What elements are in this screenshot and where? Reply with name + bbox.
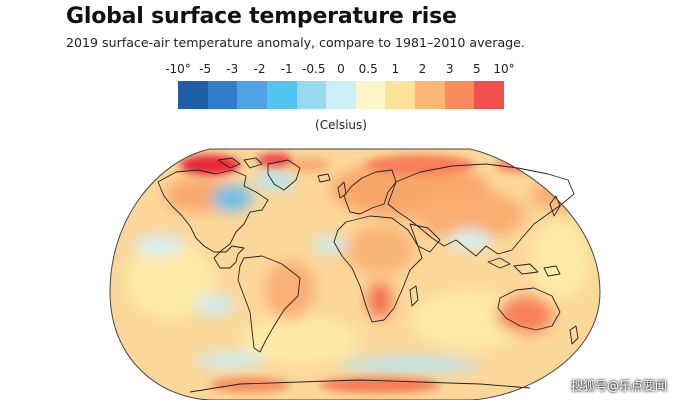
legend-ticks: -10° -5 -3 -2 -1 -0.5 0 0.5 1 2 3 5 10° [165,62,514,78]
color-legend: -10° -5 -3 -2 -1 -0.5 0 0.5 1 2 3 5 10° … [165,62,514,132]
australia-outline [497,287,561,331]
legend-swatch [296,81,327,109]
legend-tick: -10° [165,62,191,76]
page-title: Global surface temperature rise [66,4,457,29]
world-temperature-map [109,148,601,400]
antarctica-outline [189,379,531,393]
new-zealand-outline [569,325,579,345]
asia-outline [387,163,575,257]
legend-tick: -0.5 [302,62,326,76]
arabia-outline [409,223,441,253]
page-subtitle: 2019 surface-air temperature anomaly, co… [66,35,525,50]
legend-tick: 2 [418,62,427,76]
legend-tick: 5 [472,62,481,76]
watermark: 搜狐号@乐点要闻 [570,379,667,393]
legend-swatch [178,81,208,109]
madagascar-outline [409,285,419,307]
south-america-outline [237,255,301,353]
greenland-outline [267,159,301,191]
legend-swatch [237,81,267,109]
legend-swatch [355,81,386,109]
legend-swatch [444,81,475,109]
legend-tick: 3 [445,62,454,76]
legend-tick: 0 [337,62,345,76]
legend-color-scale [178,81,504,109]
british-isles-outline [317,173,347,199]
anomaly-field [110,149,600,400]
legend-tick: 1 [391,62,400,76]
legend-swatch [415,81,445,109]
legend-swatch [266,81,297,109]
legend-swatch [385,81,415,109]
north-america-outline [157,169,269,269]
legend-tick: -3 [226,62,239,76]
legend-tick: -2 [253,62,266,76]
legend-tick: -5 [199,62,212,76]
arctic-islands-outline [217,157,263,169]
legend-swatch [474,81,504,109]
legend-tick: 10° [493,62,515,76]
legend-tick: -1 [280,62,293,76]
africa-outline [333,215,423,323]
legend-tick: 0.5 [358,62,378,76]
globe-border [109,148,601,400]
europe-outline [343,169,397,215]
japan-outline [549,195,561,217]
southeast-asia-islands-outline [487,257,561,277]
legend-swatch [326,81,356,109]
legend-unit: (Celsius) [315,118,367,132]
coastlines [157,157,579,393]
legend-swatch [207,81,238,109]
